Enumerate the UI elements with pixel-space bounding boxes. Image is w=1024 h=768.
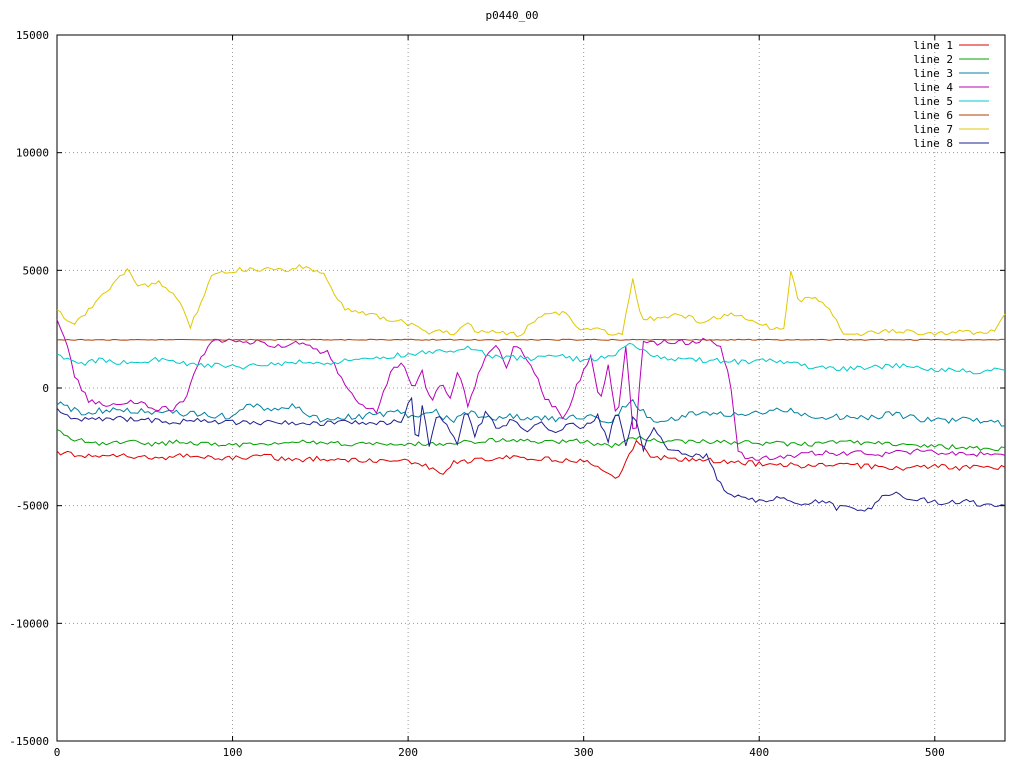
legend-label: line 6	[913, 109, 953, 122]
x-axis-label: 300	[574, 746, 594, 759]
x-axis-label: 200	[398, 746, 418, 759]
legend-label: line 8	[913, 137, 953, 150]
y-axis-label: 15000	[16, 29, 49, 42]
series-line-8	[56, 396, 1006, 512]
legend-label: line 5	[913, 95, 953, 108]
y-axis-label: 0	[42, 382, 49, 395]
x-axis-label: 0	[54, 746, 61, 759]
y-axis-label: 5000	[23, 264, 50, 277]
chart-title: p0440_00	[485, 9, 539, 22]
series-line-6	[56, 338, 1006, 341]
x-axis-label: 400	[749, 746, 769, 759]
plot-border	[56, 34, 1006, 742]
series-line-3	[56, 398, 1006, 427]
legend-label: line 1	[913, 39, 953, 52]
legend-label: line 7	[913, 123, 953, 136]
y-axis-label: -10000	[9, 617, 49, 630]
y-axis-label: -15000	[9, 735, 49, 748]
x-axis-label: 100	[223, 746, 243, 759]
legend-label: line 4	[913, 81, 953, 94]
y-axis-label: 10000	[16, 147, 49, 160]
x-axis-label: 500	[925, 746, 945, 759]
legend-label: line 2	[913, 53, 953, 66]
series-line-7	[56, 263, 1006, 338]
series-line-2	[56, 429, 1006, 452]
series-line-4	[56, 319, 1006, 461]
y-axis-label: -5000	[16, 500, 49, 513]
legend-label: line 3	[913, 67, 953, 80]
series-line-1	[56, 439, 1006, 479]
series-line-5	[56, 342, 1006, 375]
